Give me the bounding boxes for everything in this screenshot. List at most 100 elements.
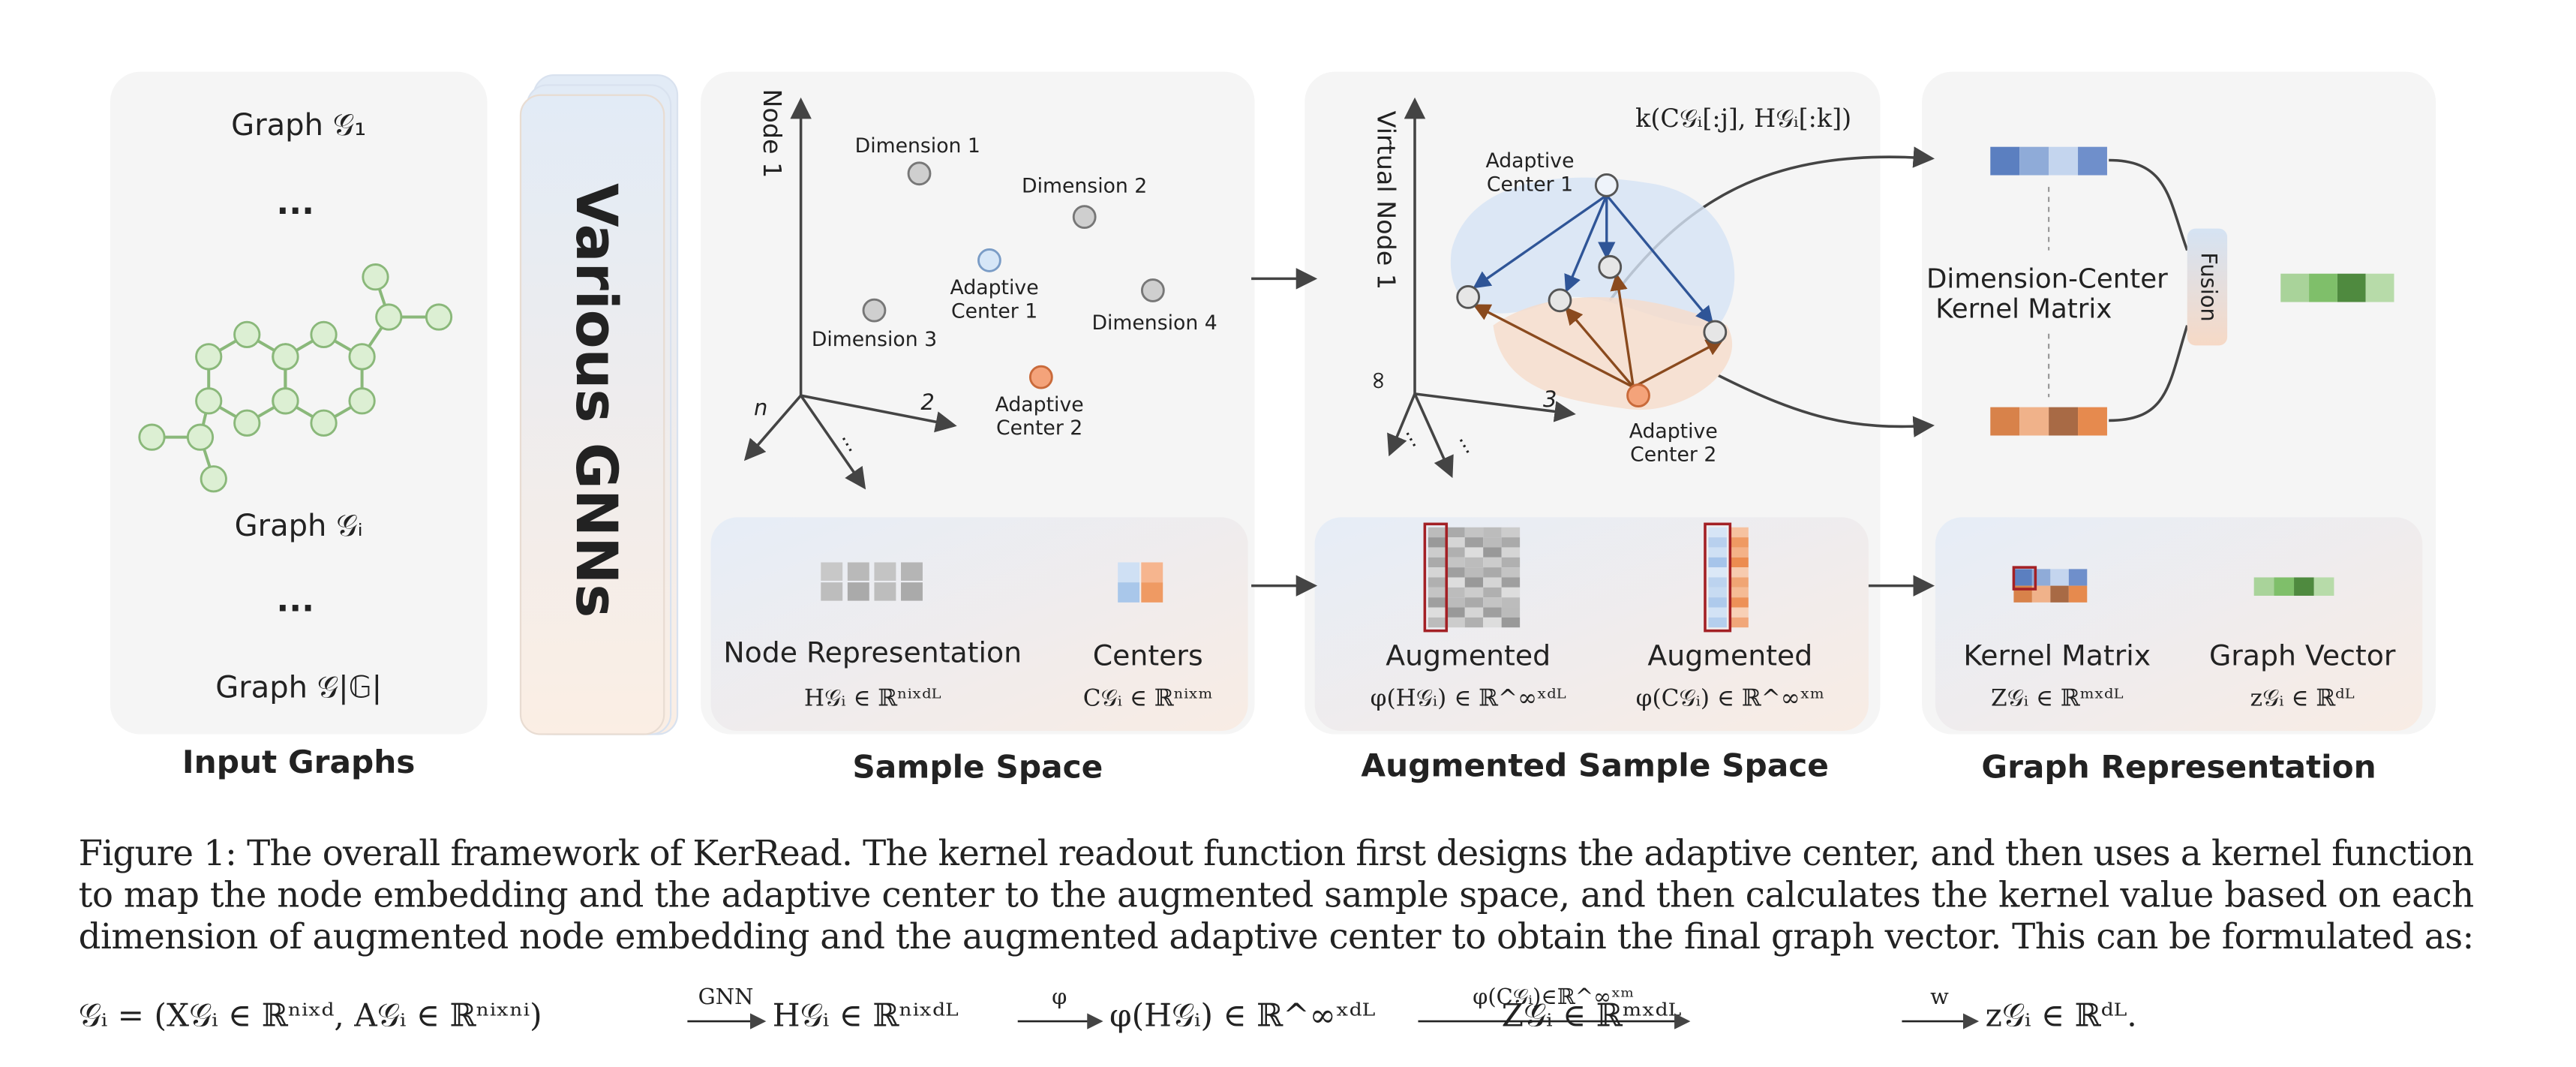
node bbox=[272, 343, 299, 371]
cell bbox=[1708, 547, 1727, 558]
cell bbox=[2068, 569, 2088, 586]
cell bbox=[1708, 607, 1727, 618]
cell bbox=[1464, 527, 1484, 538]
caption-line: Figure 1: The overall framework of KerRe… bbox=[79, 834, 2475, 874]
label: Center 1 bbox=[1487, 173, 1573, 196]
cell bbox=[1446, 597, 1465, 608]
label: Dimension 3 bbox=[812, 328, 937, 351]
cell bbox=[2078, 146, 2107, 176]
formula-part: φ(H𝒢ᵢ) ∈ ℝ^∞ˣᵈᴸ bbox=[1109, 997, 1376, 1034]
label: H𝒢ᵢ ∈ ℝⁿⁱˣᵈᴸ bbox=[804, 684, 941, 711]
cell bbox=[1501, 617, 1521, 628]
ellipsis: ··· bbox=[276, 193, 314, 231]
cell bbox=[1428, 617, 1447, 628]
cell bbox=[1483, 527, 1502, 538]
cell bbox=[1708, 587, 1727, 598]
cell bbox=[1428, 587, 1447, 598]
label: φ(C𝒢ᵢ) ∈ ℝ^∞ˣᵐ bbox=[1636, 684, 1824, 711]
node bbox=[233, 409, 261, 437]
cell bbox=[1501, 567, 1521, 578]
cell bbox=[1446, 567, 1465, 578]
cell bbox=[821, 582, 843, 601]
node bbox=[200, 465, 227, 493]
ellipsis: ··· bbox=[276, 590, 314, 628]
line bbox=[1473, 194, 1608, 289]
label: C𝒢ᵢ ∈ ℝⁿⁱˣᵐ bbox=[1083, 684, 1213, 711]
line bbox=[1413, 393, 1454, 479]
cell bbox=[1730, 527, 1749, 538]
cell bbox=[1501, 537, 1521, 548]
arrow-label: w bbox=[1930, 984, 1949, 1009]
formula-part: z𝒢ᵢ ∈ ℝᵈᴸ. bbox=[1986, 997, 2137, 1034]
cell bbox=[1501, 607, 1521, 618]
cell bbox=[1483, 617, 1502, 628]
node bbox=[195, 343, 223, 371]
caption-line: to map the node embedding and the adapti… bbox=[79, 875, 2475, 915]
cell bbox=[1464, 607, 1484, 618]
node bbox=[310, 320, 338, 349]
cell bbox=[1708, 537, 1727, 548]
line bbox=[1565, 306, 1635, 389]
cell bbox=[1428, 607, 1447, 618]
cell bbox=[1730, 617, 1749, 628]
node bbox=[1598, 254, 1623, 279]
node bbox=[310, 409, 338, 437]
cell bbox=[2049, 146, 2079, 176]
cell bbox=[821, 562, 843, 581]
cell bbox=[1446, 557, 1465, 568]
formula-part: Z𝒢ᵢ ∈ ℝᵐˣᵈᴸ bbox=[1502, 997, 1682, 1034]
cell bbox=[2294, 577, 2314, 596]
cell bbox=[2280, 273, 2310, 302]
node bbox=[138, 423, 166, 451]
cell bbox=[1708, 617, 1727, 628]
cell bbox=[1428, 567, 1447, 578]
cell bbox=[1118, 582, 1140, 603]
cell bbox=[1428, 577, 1447, 588]
label: Fusion bbox=[2196, 252, 2221, 321]
cell bbox=[1730, 567, 1749, 578]
cell bbox=[1428, 547, 1447, 558]
line bbox=[743, 394, 802, 461]
line bbox=[1387, 393, 1416, 457]
cell bbox=[1446, 617, 1465, 628]
label: Node Representation bbox=[723, 636, 1022, 669]
cell bbox=[1464, 617, 1484, 628]
node bbox=[1703, 320, 1728, 344]
cell bbox=[2337, 273, 2366, 302]
node bbox=[862, 298, 887, 323]
cell bbox=[1708, 557, 1727, 568]
arrow-label: φ bbox=[1052, 984, 1067, 1009]
axis-label: 2 bbox=[920, 389, 934, 415]
formula-part: 𝒢ᵢ = (X𝒢ᵢ ∈ ℝⁿⁱˣᵈ, A𝒢ᵢ ∈ ℝⁿⁱˣⁿⁱ) bbox=[79, 997, 542, 1034]
label: φ(H𝒢ᵢ) ∈ ℝ^∞ˣᵈᴸ bbox=[1371, 684, 1566, 711]
node bbox=[907, 161, 932, 186]
cell bbox=[2013, 569, 2032, 586]
cell bbox=[2309, 273, 2337, 302]
cell bbox=[1428, 527, 1447, 538]
node bbox=[348, 387, 376, 415]
cell bbox=[874, 562, 896, 581]
label: Z𝒢ᵢ ∈ ℝᵐˣᵈᴸ bbox=[1991, 684, 2123, 711]
cell bbox=[1464, 567, 1484, 578]
cell bbox=[1483, 567, 1502, 578]
cell bbox=[2050, 585, 2069, 603]
cell bbox=[2019, 407, 2049, 436]
cell bbox=[2049, 407, 2079, 436]
panel-title: Graph Representation bbox=[1981, 749, 2376, 786]
cell bbox=[1446, 537, 1465, 548]
cell bbox=[1730, 537, 1749, 548]
cell bbox=[1708, 567, 1727, 578]
connector bbox=[2109, 158, 2189, 251]
cell bbox=[1730, 557, 1749, 568]
cell bbox=[2068, 585, 2088, 603]
cell bbox=[1708, 577, 1727, 588]
gnn-layer bbox=[519, 94, 665, 735]
label: Dimension-Center bbox=[1926, 264, 2168, 295]
cell bbox=[1483, 537, 1502, 548]
cell bbox=[1446, 587, 1465, 598]
axis-label: ∞ bbox=[1365, 370, 1395, 391]
cell bbox=[2078, 407, 2107, 436]
node bbox=[348, 343, 376, 371]
node bbox=[272, 387, 299, 415]
line bbox=[800, 395, 866, 490]
